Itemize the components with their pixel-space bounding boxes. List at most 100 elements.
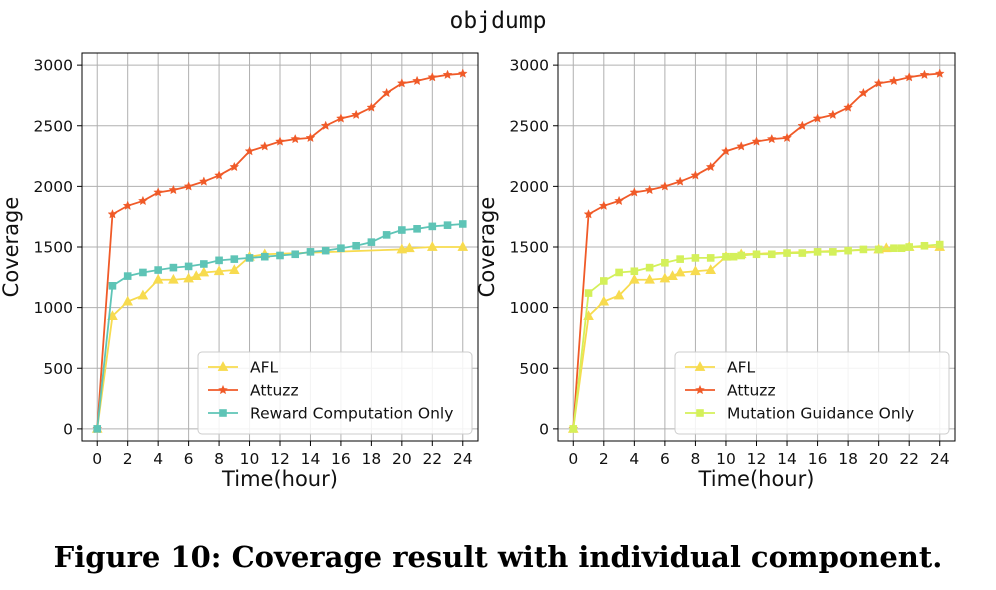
data-point (706, 254, 715, 262)
legend-swatch-marker (694, 361, 706, 371)
data-point (829, 248, 837, 256)
data-point (874, 245, 883, 254)
data-point (797, 120, 808, 130)
legend-item: Reward Computation Only (208, 405, 453, 423)
data-point (260, 252, 269, 261)
data-point (813, 248, 822, 256)
data-point (442, 69, 453, 79)
data-point (305, 132, 316, 143)
data-point (905, 243, 913, 251)
data-point (213, 265, 225, 276)
data-point (198, 266, 210, 277)
data-point (676, 255, 684, 263)
data-point (934, 68, 945, 78)
data-point (458, 220, 467, 228)
data-point (229, 264, 240, 274)
data-point (598, 295, 610, 306)
data-point (667, 270, 678, 281)
data-point (457, 68, 468, 78)
x-tick-label: 10 (716, 450, 736, 468)
x-tick-label: 20 (869, 450, 889, 468)
data-point (154, 266, 162, 274)
y-tick-label: 1000 (510, 299, 549, 317)
data-point (168, 273, 179, 284)
data-point (844, 246, 852, 255)
data-point (889, 75, 899, 86)
legend: AFL Attuzz Mutation Guidance Only (674, 351, 950, 435)
legend-item: Mutation Guidance Only (685, 405, 914, 423)
x-tick-label: 16 (808, 450, 828, 468)
x-tick-label: 6 (660, 450, 670, 468)
data-point (858, 87, 869, 98)
data-point (598, 200, 609, 210)
data-point (396, 78, 407, 88)
data-point (584, 289, 593, 297)
series-mutation-guidance-only (569, 240, 944, 433)
legend-box (197, 351, 473, 435)
data-point (139, 268, 147, 277)
data-point (736, 141, 747, 151)
data-point (645, 263, 654, 272)
data-point (766, 133, 777, 144)
data-point (600, 277, 608, 285)
data-point (214, 170, 224, 180)
data-point (107, 209, 118, 219)
data-point (919, 69, 930, 79)
data-point (137, 289, 149, 300)
data-point (215, 256, 223, 265)
data-point (457, 241, 469, 251)
legend-label: Mutation Guidance Only (727, 405, 914, 423)
data-point (122, 295, 133, 306)
data-point (413, 225, 421, 233)
data-point (190, 270, 202, 281)
legend-swatch-marker (696, 409, 704, 417)
data-point (615, 268, 623, 277)
data-point (690, 170, 701, 180)
legend-box (674, 351, 950, 435)
data-point (428, 222, 437, 231)
data-point (873, 78, 884, 88)
data-point (798, 249, 807, 257)
data-point (122, 200, 133, 210)
data-point (198, 176, 209, 186)
x-axis-label: Time(hour) (221, 467, 338, 491)
data-point (398, 226, 406, 234)
y-tick-label: 2000 (34, 178, 73, 196)
x-tick-label: 0 (568, 450, 578, 468)
data-point (337, 244, 345, 253)
x-tick-label: 6 (184, 450, 194, 468)
data-point (290, 133, 301, 144)
x-tick-label: 8 (690, 450, 700, 468)
data-point (629, 273, 640, 284)
data-point (843, 102, 853, 112)
data-point (276, 251, 284, 260)
data-point (920, 241, 929, 250)
data-point (183, 181, 194, 191)
data-point (404, 242, 415, 253)
legend-swatch-marker (217, 361, 229, 371)
x-tick-label: 4 (629, 450, 639, 468)
data-point (752, 250, 761, 259)
data-point (245, 254, 254, 262)
y-tick-label: 0 (539, 420, 549, 438)
data-point (767, 250, 776, 259)
data-point (153, 187, 164, 197)
data-point (412, 75, 422, 86)
y-tick-label: 500 (519, 360, 549, 378)
data-point (275, 136, 285, 146)
data-point (722, 252, 730, 261)
data-point (152, 273, 164, 284)
chart-panel-right: 0 2 4 6 8 10 12 14 16 18 20 22 240500100015002000250… (475, 52, 956, 491)
data-point (108, 282, 117, 290)
legend-label: Reward Computation Only (250, 405, 453, 423)
legend-item: Attuzz (208, 382, 299, 400)
data-point (721, 146, 731, 156)
data-point (352, 241, 360, 250)
data-point (244, 146, 255, 156)
legend-item: AFL (208, 359, 279, 377)
data-point (630, 267, 639, 276)
chart-panel-left: 0 2 4 6 8 10 12 14 16 18 20 22 240500100015002000250… (0, 52, 479, 491)
y-tick-label: 1500 (34, 239, 73, 257)
data-point (396, 243, 408, 254)
